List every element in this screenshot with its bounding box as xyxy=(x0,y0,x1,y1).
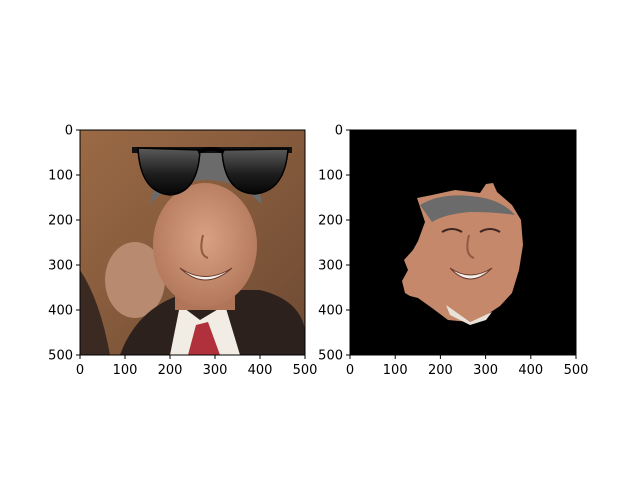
right-x-tick-label: 500 xyxy=(564,363,589,378)
right-x-tick-label: 400 xyxy=(518,363,543,378)
face-photo-with-sunglasses xyxy=(80,130,305,355)
left-x-tick-label: 200 xyxy=(158,363,183,378)
sunglasses xyxy=(132,147,292,196)
right-x-tick-label: 200 xyxy=(428,363,453,378)
left-y-tick-label: 300 xyxy=(48,259,73,274)
left-x-tick-label: 100 xyxy=(113,363,138,378)
right-x-tick-label: 0 xyxy=(346,363,354,378)
left-y-tick-label: 500 xyxy=(48,349,73,364)
right-y-tick-label: 300 xyxy=(318,259,343,274)
right-x-tick-label: 100 xyxy=(383,363,408,378)
left-y-tick-label: 0 xyxy=(65,124,73,139)
left-plot-frame xyxy=(79,129,306,356)
right-y-tick-label: 500 xyxy=(318,349,343,364)
left-x-tick-label: 500 xyxy=(293,363,318,378)
segmented-face xyxy=(350,130,576,355)
right-y-tick-label: 100 xyxy=(318,169,343,184)
right-y-tick-label: 200 xyxy=(318,214,343,229)
right-y-tick-label: 0 xyxy=(335,124,343,139)
left-x-tick-label: 300 xyxy=(203,363,228,378)
left-x-tick-label: 0 xyxy=(76,363,84,378)
right-plot-frame xyxy=(349,129,577,356)
left-y-tick-label: 100 xyxy=(48,169,73,184)
right-x-tick-label: 300 xyxy=(473,363,498,378)
left-y-tick-label: 200 xyxy=(48,214,73,229)
right-y-tick-label: 400 xyxy=(318,304,343,319)
left-x-tick-label: 400 xyxy=(248,363,273,378)
left-y-tick-label: 400 xyxy=(48,304,73,319)
